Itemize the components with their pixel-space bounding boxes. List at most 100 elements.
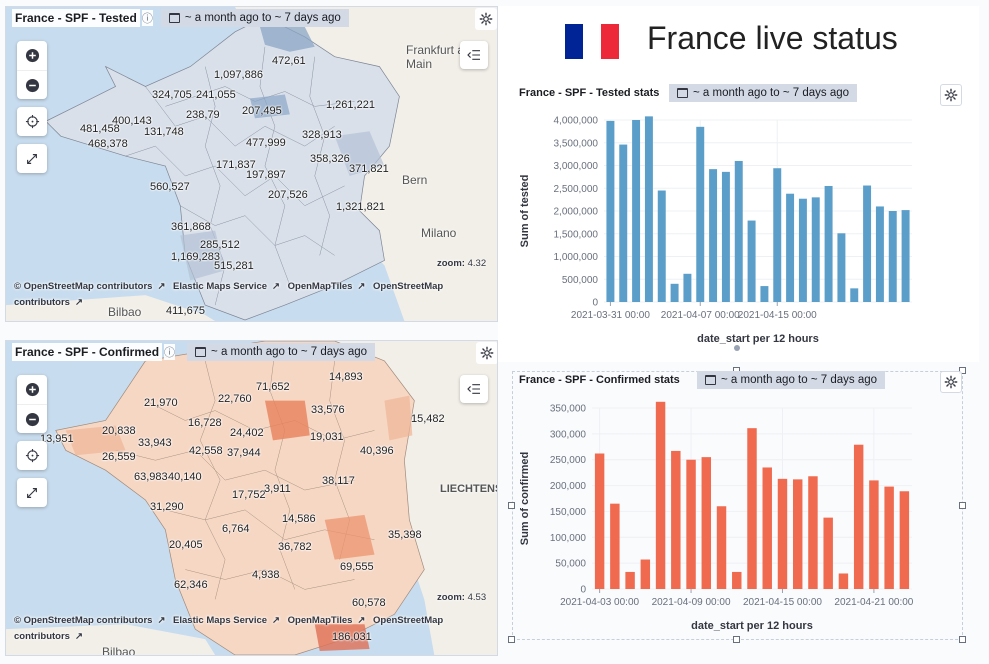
bar xyxy=(808,476,818,589)
bar xyxy=(655,401,666,589)
external-link-icon: ↗ xyxy=(357,615,366,626)
y-tick-label: 50,000 xyxy=(555,559,586,570)
fullscreen-button[interactable] xyxy=(17,478,47,507)
bar xyxy=(683,273,692,302)
region-value: 1,097,886 xyxy=(214,69,263,81)
region-value: 14,893 xyxy=(329,371,363,383)
y-tick-label: 150,000 xyxy=(550,507,587,518)
legend-toggle-button[interactable] xyxy=(460,41,488,69)
time-range-badge[interactable]: ~ a month ago to ~ 7 days ago xyxy=(697,371,886,389)
calendar-icon xyxy=(677,88,688,98)
external-link-icon: ↗ xyxy=(74,297,83,308)
external-link-icon: ↗ xyxy=(357,281,366,292)
zoom-out-button[interactable] xyxy=(17,70,47,99)
region-value: 33,943 xyxy=(138,437,172,449)
external-link-icon: ↗ xyxy=(272,615,281,626)
zoom-out-button[interactable] xyxy=(17,404,47,433)
map-attribution: © OpenStreetMap contributors ↗ Elastic Ma… xyxy=(14,613,464,645)
attribution-link[interactable]: Elastic Maps Service xyxy=(173,281,268,292)
gear-icon[interactable] xyxy=(940,371,962,393)
region-value: 20,405 xyxy=(169,539,203,551)
bar xyxy=(732,571,742,589)
bar xyxy=(594,453,605,589)
external-link-icon: ↗ xyxy=(157,281,166,292)
gear-icon[interactable] xyxy=(475,8,497,30)
region-value: 63,983 xyxy=(134,471,168,483)
bar xyxy=(792,479,803,589)
city-label-frankfurt: Frankfurt am Main xyxy=(406,43,475,71)
region-value: 22,760 xyxy=(218,393,252,405)
time-range-badge[interactable]: ~ a month ago to ~ 7 days ago xyxy=(160,9,349,27)
map-controls xyxy=(17,375,47,515)
bar xyxy=(786,193,795,302)
legend-toggle-button[interactable] xyxy=(460,375,488,403)
attribution-link[interactable]: OpenStreetMap contributors xyxy=(14,281,444,308)
map-canvas-tested[interactable] xyxy=(6,7,497,321)
resize-handle[interactable] xyxy=(959,636,966,643)
region-value: 560,527 xyxy=(150,181,190,193)
bar xyxy=(773,168,782,302)
city-label-liechtenstein: LIECHTENS xyxy=(440,483,498,495)
zoom-in-button[interactable] xyxy=(17,375,47,404)
attribution-link[interactable]: OpenMapTiles xyxy=(287,615,353,626)
region-value: 69,555 xyxy=(340,561,374,573)
map-attribution: © OpenStreetMap contributors ↗ Elastic Ma… xyxy=(14,279,464,311)
resize-handle[interactable] xyxy=(959,502,966,509)
france-flag-image xyxy=(565,24,619,59)
map-canvas-confirmed[interactable] xyxy=(6,341,497,655)
zoom-label: zoom: xyxy=(437,592,465,603)
bar-chart-tested[interactable]: 0 500,000 1,000,000 1,500,000 2,000,000 2,500… xyxy=(510,108,975,353)
x-tick-label: 2021-04-09 00:00 xyxy=(652,597,731,608)
bar xyxy=(853,444,864,589)
time-range-badge[interactable]: ~ a month ago to ~ 7 days ago xyxy=(669,84,858,102)
attribution-link[interactable]: OpenStreetMap contributors xyxy=(14,615,444,642)
attribution-link[interactable]: © OpenStreetMap contributors xyxy=(14,615,153,626)
x-tick-label: 2021-04-21 00:00 xyxy=(834,597,913,608)
bar xyxy=(701,457,712,589)
zoom-level: zoom: 4.32 xyxy=(437,258,486,269)
region-value: 207,495 xyxy=(242,105,282,117)
y-tick-label: 0 xyxy=(580,585,586,596)
gear-icon[interactable] xyxy=(940,84,962,106)
y-tick-label: 4,000,000 xyxy=(554,116,599,127)
move-handle[interactable] xyxy=(734,345,740,351)
resize-handle[interactable] xyxy=(508,502,515,509)
bar-chart-confirmed[interactable]: 0 50,000 100,000 150,000 200,000 250,000 300,0… xyxy=(510,393,975,638)
time-range-badge[interactable]: ~ a month ago to ~ 7 days ago xyxy=(187,343,376,361)
region-value: 361,868 xyxy=(171,221,211,233)
attribution-link[interactable]: OpenMapTiles xyxy=(287,281,353,292)
bar xyxy=(899,491,910,589)
gear-icon[interactable] xyxy=(476,342,497,364)
info-icon[interactable]: ⓘ xyxy=(164,344,176,360)
region-value: 20,838 xyxy=(102,425,136,437)
y-tick-label: 3,500,000 xyxy=(554,138,599,149)
attribution-link[interactable]: Elastic Maps Service xyxy=(173,615,268,626)
x-tick-label: 2021-04-07 00:00 xyxy=(661,310,740,321)
bar xyxy=(625,571,635,589)
region-value: 26,559 xyxy=(102,451,136,463)
resize-handle[interactable] xyxy=(733,636,740,643)
external-link-icon: ↗ xyxy=(74,631,83,642)
zoom-in-button[interactable] xyxy=(17,41,47,70)
reset-view-button[interactable] xyxy=(17,441,47,470)
resize-handle[interactable] xyxy=(508,636,515,643)
fullscreen-button[interactable] xyxy=(17,144,47,173)
resize-handle[interactable] xyxy=(959,367,966,374)
bar xyxy=(811,197,820,302)
x-tick-label: 2021-04-15 00:00 xyxy=(738,310,817,321)
bar xyxy=(901,210,910,302)
region-value: 324,705 xyxy=(152,89,192,101)
bar xyxy=(696,126,705,302)
info-icon[interactable]: ⓘ xyxy=(141,10,153,26)
region-value: 6,764 xyxy=(222,523,250,535)
region-value: 197,897 xyxy=(246,169,286,181)
y-tick-label: 250,000 xyxy=(550,455,587,466)
y-tick-label: 0 xyxy=(592,298,598,309)
reset-view-button[interactable] xyxy=(17,107,47,136)
bar xyxy=(716,506,727,589)
region-value: 285,512 xyxy=(200,239,240,251)
attribution-link[interactable]: © OpenStreetMap contributors xyxy=(14,281,153,292)
region-value: 14,586 xyxy=(282,513,316,525)
y-tick-label: 100,000 xyxy=(550,533,587,544)
region-value: 481,458 xyxy=(80,123,120,135)
